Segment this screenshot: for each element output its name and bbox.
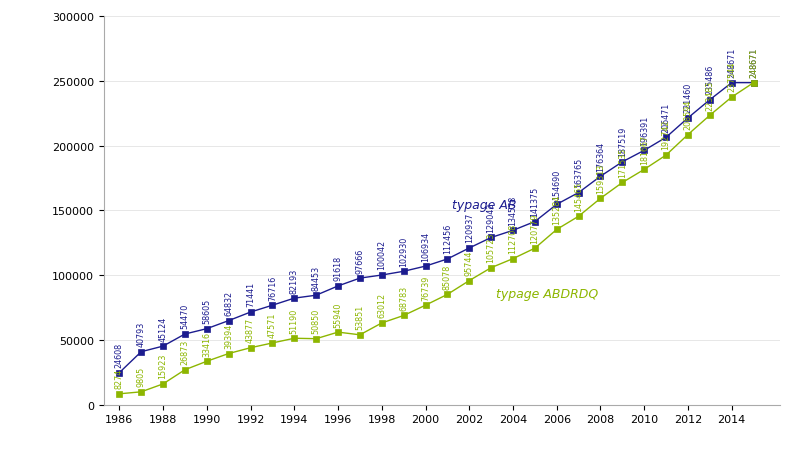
Text: 33416: 33416 [202,331,211,356]
Text: 206471: 206471 [662,102,670,133]
Text: 76739: 76739 [421,275,430,300]
Text: 208594: 208594 [683,99,693,130]
Text: 85078: 85078 [443,264,452,289]
Text: 43877: 43877 [246,317,255,342]
Text: 235486: 235486 [706,65,714,95]
Text: typage ABDRDQ: typage ABDRDQ [495,287,598,300]
Text: 53851: 53851 [355,304,365,330]
Text: 120779: 120779 [530,213,539,243]
Text: 221460: 221460 [683,83,693,113]
Text: 63012: 63012 [378,293,386,318]
Text: 64832: 64832 [224,290,233,315]
Text: 55940: 55940 [334,302,342,327]
Text: 51190: 51190 [290,308,298,333]
Text: 102930: 102930 [399,236,408,266]
Text: 171535: 171535 [618,147,627,178]
Text: 237544: 237544 [727,62,736,92]
Text: 8274: 8274 [115,368,124,388]
Text: 112708: 112708 [509,223,518,253]
Text: 76716: 76716 [268,275,277,300]
Text: 58605: 58605 [202,298,211,323]
Text: 135284: 135284 [552,194,562,224]
Text: 54470: 54470 [181,304,190,329]
Text: 68783: 68783 [399,285,408,310]
Text: 223483: 223483 [706,80,714,110]
Text: 134578: 134578 [509,195,518,225]
Text: 97666: 97666 [355,248,365,273]
Text: 40793: 40793 [137,321,146,346]
Text: 82193: 82193 [290,268,298,293]
Text: 154690: 154690 [552,169,562,199]
Text: 106934: 106934 [421,231,430,261]
Text: 129042: 129042 [486,202,496,232]
Text: 26873: 26873 [181,339,190,364]
Text: 181667: 181667 [640,134,649,165]
Text: 159313: 159313 [596,163,605,193]
Text: 50850: 50850 [312,308,321,333]
Text: 120937: 120937 [465,212,474,243]
Text: 112456: 112456 [443,224,452,254]
Text: 15923: 15923 [158,353,167,378]
Text: 187519: 187519 [618,127,627,157]
Text: 163765: 163765 [574,157,583,188]
Text: 105723: 105723 [486,232,496,262]
Text: 248671: 248671 [749,48,758,78]
Text: 47571: 47571 [268,312,277,338]
Text: 192742: 192742 [662,120,670,150]
Text: typage AB: typage AB [452,198,516,212]
Text: 24608: 24608 [115,342,124,367]
Text: 141375: 141375 [530,186,539,216]
Text: 39394: 39394 [224,323,233,348]
Text: 248671: 248671 [727,48,736,78]
Text: 84453: 84453 [312,265,321,290]
Text: 95744: 95744 [465,250,474,276]
Text: 91618: 91618 [334,256,342,281]
Text: 176364: 176364 [596,141,605,171]
Text: 100042: 100042 [378,240,386,270]
Text: 248671: 248671 [749,48,758,78]
Text: 145465: 145465 [574,181,583,211]
Text: 71441: 71441 [246,282,255,307]
Text: 9805: 9805 [137,366,146,387]
Text: 196391: 196391 [640,115,649,145]
Text: 45124: 45124 [158,316,167,341]
